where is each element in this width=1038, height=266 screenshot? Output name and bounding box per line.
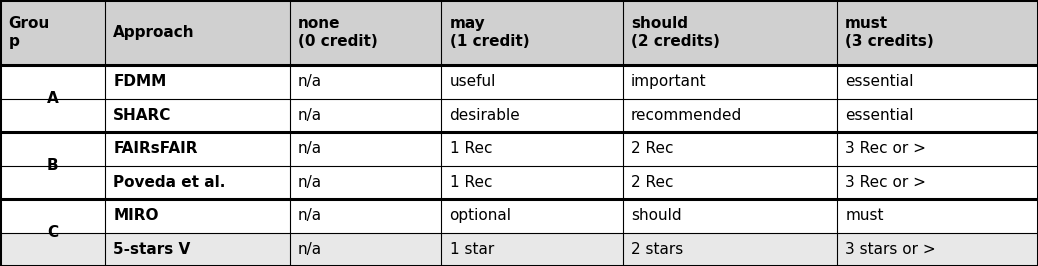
Text: Grou
p: Grou p	[8, 16, 50, 49]
Bar	[441, 132, 623, 165]
Text: may
(1 credit): may (1 credit)	[449, 16, 529, 49]
Bar	[837, 199, 1038, 232]
Text: 3 Rec or >: 3 Rec or >	[845, 141, 926, 156]
Bar	[105, 65, 290, 99]
Text: 2 Rec: 2 Rec	[631, 141, 674, 156]
Bar	[623, 232, 837, 266]
Bar	[837, 165, 1038, 199]
Bar	[837, 65, 1038, 99]
Text: n/a: n/a	[298, 242, 322, 257]
Bar	[623, 99, 837, 132]
Text: must: must	[845, 208, 883, 223]
Text: n/a: n/a	[298, 141, 322, 156]
Bar	[623, 165, 837, 199]
Bar	[441, 0, 623, 65]
Text: none
(0 credit): none (0 credit)	[298, 16, 378, 49]
Bar	[105, 132, 290, 165]
Bar	[0, 0, 105, 65]
Text: 5-stars V: 5-stars V	[113, 242, 191, 257]
Bar	[441, 232, 623, 266]
Text: n/a: n/a	[298, 208, 322, 223]
Bar	[0, 165, 105, 199]
Text: desirable: desirable	[449, 108, 520, 123]
Bar	[0, 199, 105, 232]
Text: essential: essential	[845, 108, 913, 123]
Bar	[105, 0, 290, 65]
Bar	[290, 99, 441, 132]
Text: recommended: recommended	[631, 108, 742, 123]
Bar	[290, 199, 441, 232]
Bar	[837, 232, 1038, 266]
Bar	[441, 65, 623, 99]
Text: should
(2 credits): should (2 credits)	[631, 16, 719, 49]
Text: useful: useful	[449, 74, 496, 89]
Bar	[290, 232, 441, 266]
Bar	[105, 165, 290, 199]
Text: MIRO: MIRO	[113, 208, 159, 223]
Bar	[0, 132, 105, 165]
Text: optional: optional	[449, 208, 512, 223]
Bar	[837, 0, 1038, 65]
Text: 1 star: 1 star	[449, 242, 494, 257]
Text: n/a: n/a	[298, 74, 322, 89]
Text: 2 stars: 2 stars	[631, 242, 683, 257]
Bar	[105, 99, 290, 132]
Text: Approach: Approach	[113, 25, 195, 40]
Text: important: important	[631, 74, 707, 89]
Text: 1 Rec: 1 Rec	[449, 175, 492, 190]
Text: 1 Rec: 1 Rec	[449, 141, 492, 156]
Text: A: A	[47, 91, 58, 106]
Bar	[441, 99, 623, 132]
Bar	[623, 0, 837, 65]
Bar	[105, 232, 290, 266]
Text: FDMM: FDMM	[113, 74, 166, 89]
Text: SHARC: SHARC	[113, 108, 171, 123]
Text: should: should	[631, 208, 682, 223]
Text: B: B	[47, 158, 58, 173]
Text: essential: essential	[845, 74, 913, 89]
Bar	[441, 199, 623, 232]
Bar	[290, 132, 441, 165]
Text: 3 stars or >: 3 stars or >	[845, 242, 936, 257]
Text: FAIRsFAIR: FAIRsFAIR	[113, 141, 198, 156]
Text: must
(3 credits): must (3 credits)	[845, 16, 934, 49]
Text: C: C	[47, 225, 58, 240]
Bar	[290, 165, 441, 199]
Bar	[623, 199, 837, 232]
Text: 3 Rec or >: 3 Rec or >	[845, 175, 926, 190]
Text: n/a: n/a	[298, 175, 322, 190]
Text: Poveda et al.: Poveda et al.	[113, 175, 225, 190]
Bar	[837, 99, 1038, 132]
Bar	[0, 65, 105, 99]
Bar	[623, 65, 837, 99]
Bar	[290, 65, 441, 99]
Bar	[0, 99, 105, 132]
Bar	[837, 132, 1038, 165]
Text: 2 Rec: 2 Rec	[631, 175, 674, 190]
Bar	[441, 165, 623, 199]
Bar	[0, 232, 105, 266]
Bar	[105, 199, 290, 232]
Bar	[623, 132, 837, 165]
Text: n/a: n/a	[298, 108, 322, 123]
Bar	[290, 0, 441, 65]
